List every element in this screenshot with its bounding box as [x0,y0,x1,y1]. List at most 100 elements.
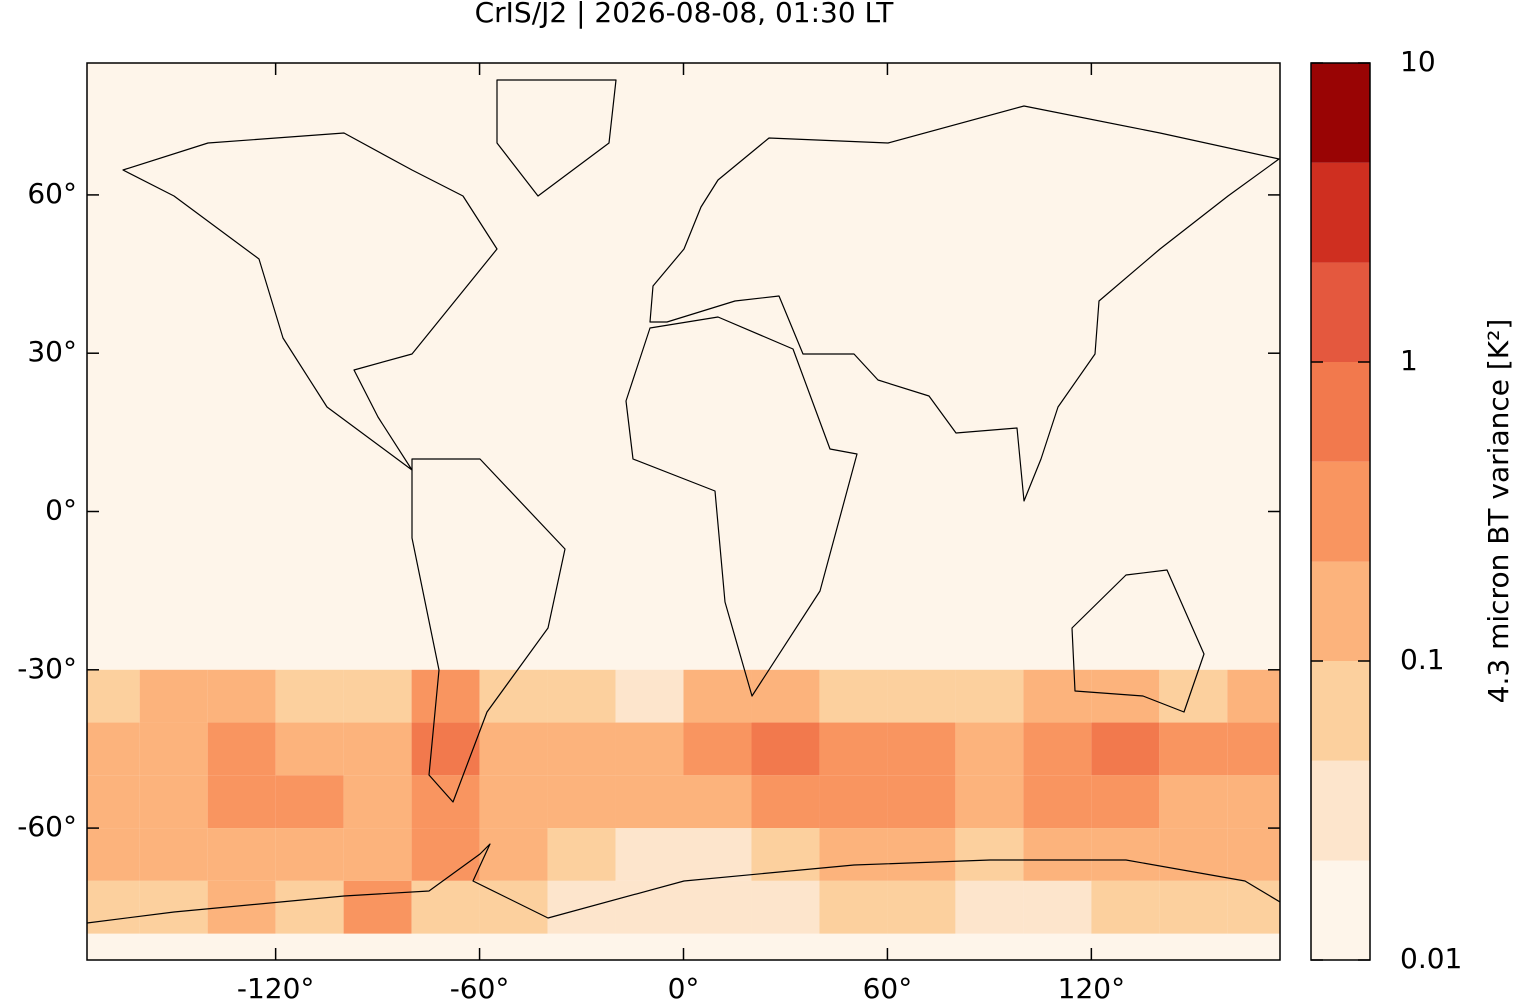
grid-cell [343,775,412,829]
x-tick-label: -120° [237,972,315,1002]
y-tick-label: -30° [17,652,77,685]
grid-cell [275,722,344,776]
grid-cell [955,880,1024,934]
grid-cell [615,722,684,776]
grid-cell [683,828,752,881]
grid-cell [1091,828,1160,881]
coastline [625,316,858,697]
grid-cell [139,722,208,776]
grid-cell [479,669,548,723]
coastlines [87,79,1280,924]
grid-cell [751,775,820,829]
coastline [122,132,498,471]
grid-cell [207,828,276,881]
grid-cell [479,775,548,829]
grid-cell [275,828,344,881]
grid-cell [547,669,616,723]
grid-cell [1159,880,1228,934]
colorbar-tick-label: 0.01 [1400,942,1462,975]
grid-cell [1227,828,1280,881]
grid-cell [87,775,140,829]
colorbar-band [1311,362,1370,462]
grid-cell [87,669,140,723]
coastline [1071,569,1205,713]
grid-cell [819,775,888,829]
grid-cell [479,828,548,881]
grid-cell [1227,775,1280,829]
grid-cell [887,775,956,829]
colorbar-band [1311,461,1370,562]
grid-cell [1091,722,1160,776]
grid-cell [615,669,684,723]
grid-cell [683,722,752,776]
grid-cell [139,828,208,881]
grid-cell [411,669,480,723]
grid-cell [139,775,208,829]
grid-cell [207,669,276,723]
grid-cell [479,722,548,776]
grid-cell [683,880,752,934]
grid-cell [819,722,888,776]
grid-cell [615,828,684,881]
colorbar-band [1311,860,1370,960]
grid-cell [955,669,1024,723]
grid-cell [87,722,140,776]
y-tick-label: 30° [27,335,77,368]
coastline [649,105,1280,502]
grid-cell [547,775,616,829]
grid-cell [751,722,820,776]
grid-cell [955,828,1024,881]
grid-cell [411,775,480,829]
colorbar-frame [1310,62,1371,961]
grid-cell [411,722,480,776]
grid-cell [275,669,344,723]
grid-cell [751,828,820,881]
x-tick-label: 120° [1058,972,1125,1002]
grid-cell [887,669,956,723]
grid-cell [887,828,956,881]
colorbar-band [1311,262,1370,362]
grid-cell [1023,669,1092,723]
grid-cell [615,880,684,934]
grid-cell [87,828,140,881]
grid-cell [751,880,820,934]
grid-cell [1159,775,1228,829]
grid-cell [1159,828,1228,881]
grid-cell [615,775,684,829]
colorbar-tick-label: 0.1 [1400,643,1445,676]
grid-cell [547,722,616,776]
grid-cell [819,669,888,723]
y-tick-label: 0° [45,494,77,527]
grid-cell [1023,880,1092,934]
coastline [87,843,1280,924]
x-tick-label: -60° [450,972,510,1002]
grid-cell [207,722,276,776]
coastline [496,79,617,197]
grid-cell [1091,775,1160,829]
grid-cell [955,775,1024,829]
grid-cell [1159,722,1228,776]
grid-cell [343,828,412,881]
chart-title: CrIS/J2 | 2026-08-08, 01:30 LT [475,0,895,29]
grid-cell [343,880,412,934]
grid-cell [343,669,412,723]
y-tick-label: 60° [27,177,77,210]
grid-cell [955,722,1024,776]
colorbar-label: 4.3 micron BT variance [K²] [1482,319,1515,704]
y-tick-label: -60° [17,810,77,843]
grid-cell [87,880,140,934]
grid-cell [139,880,208,934]
x-tick-label: 60° [863,972,913,1002]
grid-cell [887,880,956,934]
grid-cell [411,828,480,881]
grid-cell [1023,828,1092,881]
grid-cell [547,880,616,934]
grid-cell [1227,880,1280,934]
colorbar-tick-label: 10 [1400,45,1436,78]
colorbar-tick-label: 1 [1400,344,1418,377]
grid-cell [139,669,208,723]
grid-cell [1091,880,1160,934]
grid-cell [887,722,956,776]
colorbar-band [1311,63,1370,163]
